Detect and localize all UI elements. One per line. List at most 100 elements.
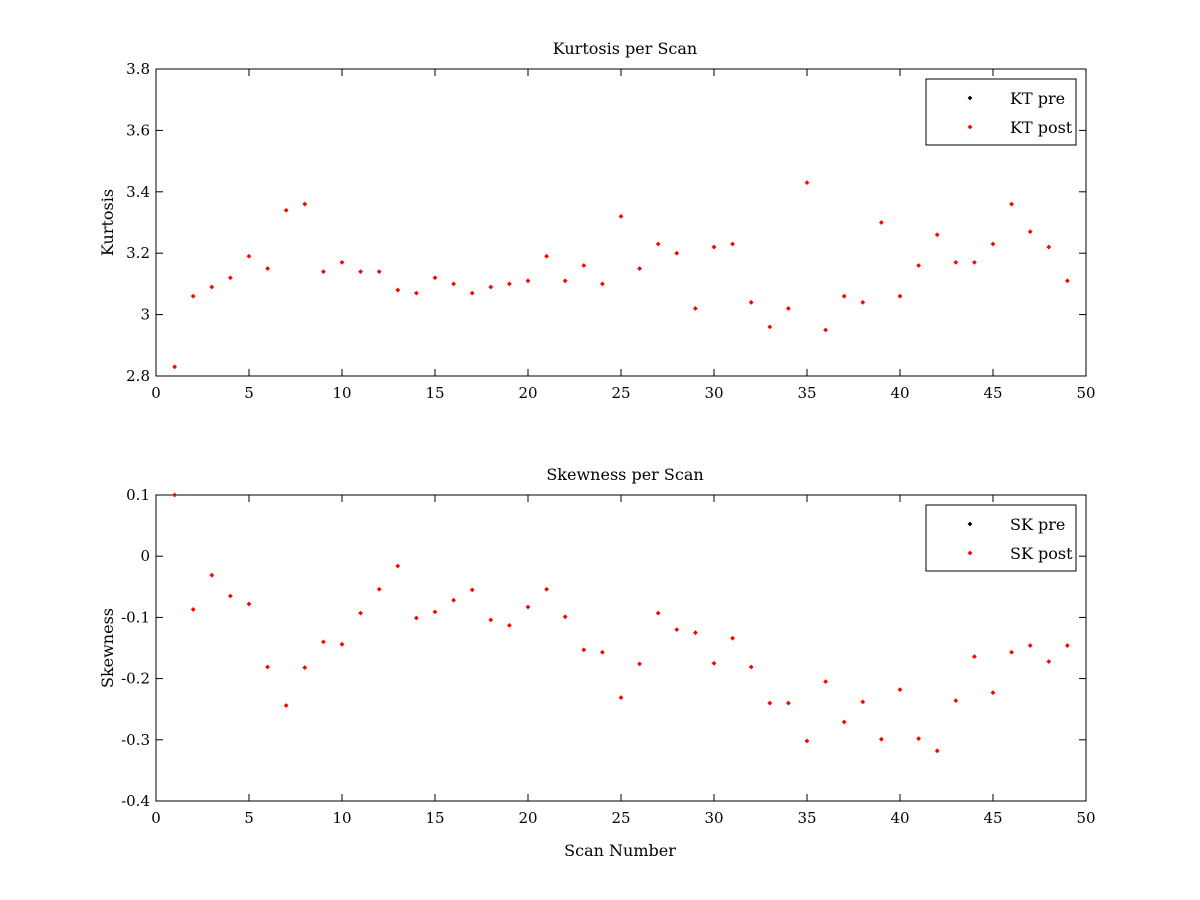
kurtosis-data-point (674, 250, 680, 256)
kurtosis-legend: KT pre KT post (925, 78, 1077, 146)
skewness-data-point (600, 649, 605, 655)
skewness-data-point (172, 492, 177, 498)
kurtosis-x-tick-label: 10 (332, 384, 351, 402)
kurtosis-data-point (190, 293, 196, 299)
skewness-y-tick-label: -0.3 (121, 731, 150, 749)
kurtosis-data-point (990, 241, 996, 247)
kurtosis-data-point (600, 281, 605, 287)
kurtosis-data-point (414, 290, 419, 296)
skewness-x-tick-label: 5 (244, 809, 254, 827)
kurtosis-legend-marker (967, 124, 973, 130)
kurtosis-data-point (451, 281, 456, 287)
skewness-x-tick-label: 10 (332, 809, 351, 827)
skewness-legend-entry: SK post (1010, 544, 1073, 563)
skewness-data-point (730, 635, 735, 641)
skewness-x-tick-label: 20 (518, 809, 537, 827)
skewness-data-point (637, 661, 642, 667)
skewness-x-tick-label: 30 (704, 809, 723, 827)
skewness-chart-title: Skewness per Scan (546, 465, 703, 484)
kurtosis-data-point (469, 290, 475, 296)
kurtosis-data-point (804, 180, 810, 185)
skewness-data-point (897, 687, 903, 693)
kurtosis-data-point (321, 269, 326, 275)
kurtosis-data-point (562, 278, 568, 284)
skewness-series-1 (172, 492, 1070, 754)
skewness-data-point (990, 690, 996, 696)
kurtosis-data-point (972, 260, 977, 265)
skewness-x-tick-label: 45 (983, 809, 1002, 827)
kurtosis-data-point (655, 241, 661, 247)
skewness-x-tick-label: 50 (1076, 809, 1095, 827)
skewness-data-point (562, 614, 568, 620)
skewness-data-point (544, 586, 549, 592)
skewness-data-point (190, 607, 196, 612)
skewness-data-point (786, 700, 791, 706)
kurtosis-data-point (953, 260, 959, 265)
skewness-data-point (916, 736, 921, 741)
skewness-data-point (488, 617, 494, 623)
skewness-data-point (451, 597, 456, 603)
kurtosis-data-point (637, 266, 642, 271)
skewness-data-point (525, 604, 531, 610)
kurtosis-x-tick-label: 20 (518, 384, 537, 402)
skewness-data-point (283, 703, 289, 708)
kurtosis-data-point (246, 253, 252, 259)
skewness-x-tick-label: 15 (425, 809, 444, 827)
kurtosis-data-point (916, 263, 921, 268)
skewness-data-point (655, 610, 661, 616)
skewness-x-tick-label: 25 (611, 809, 630, 827)
skewness-data-point (321, 639, 326, 645)
kurtosis-data-point (283, 207, 289, 213)
skewness-data-point (395, 563, 401, 569)
skewness-y-tick-label: 0 (140, 547, 150, 565)
skewness-data-point (376, 586, 382, 592)
skewness-legend-box (925, 504, 1077, 572)
skewness-data-point (972, 654, 977, 659)
kurtosis-data-point (897, 293, 903, 299)
kurtosis-x-tick-label: 15 (425, 384, 444, 402)
kurtosis-x-tick-label: 0 (151, 384, 161, 402)
kurtosis-legend-entry: KT post (1010, 118, 1073, 137)
skewness-data-point (469, 587, 475, 593)
skewness-data-point (804, 738, 810, 744)
skewness-x-tick-label: 0 (151, 809, 161, 827)
skewness-data-point (767, 700, 773, 706)
kurtosis-data-point (711, 244, 717, 250)
kurtosis-y-axis-label: Kurtosis (98, 189, 117, 256)
skewness-data-point (358, 610, 363, 616)
kurtosis-y-tick-label: 3.4 (126, 183, 150, 201)
kurtosis-x-tick-label: 25 (611, 384, 630, 402)
skewness-data-point (841, 719, 847, 725)
kurtosis-data-point (358, 269, 363, 275)
skewness-data-point (953, 698, 959, 704)
skewness-data-point (339, 641, 345, 647)
kurtosis-x-tick-label: 45 (983, 384, 1002, 402)
kurtosis-y-tick-label: 3.6 (126, 121, 150, 139)
skewness-panel: 0 5 10 15 20 25 30 35 40 45 50 -0.4 -0.3 -0.2 -0.1 0 0.1… (98, 465, 1096, 860)
kurtosis-legend-marker (967, 95, 973, 101)
kurtosis-x-tick-label: 5 (244, 384, 254, 402)
skewness-data-point (209, 572, 215, 578)
kurtosis-data-point (748, 299, 754, 305)
kurtosis-data-point (525, 278, 531, 284)
skewness-data-point (228, 593, 233, 599)
kurtosis-data-point (1065, 278, 1070, 284)
kurtosis-chart-title: Kurtosis per Scan (553, 39, 697, 58)
kurtosis-series-1 (172, 180, 1070, 370)
kurtosis-x-tick-label: 40 (890, 384, 909, 402)
skewness-data-point (711, 660, 717, 666)
kurtosis-y-tick-label: 3.8 (126, 60, 150, 78)
kurtosis-data-point (786, 306, 791, 311)
skewness-data-point (507, 622, 512, 628)
skewness-y-tick-label: -0.2 (121, 670, 150, 688)
skewness-x-tick-label: 40 (890, 809, 909, 827)
kurtosis-y-tick-label: 3.2 (126, 244, 150, 262)
skewness-data-point (432, 609, 438, 615)
skewness-data-point (1065, 643, 1070, 648)
kurtosis-data-point (432, 275, 438, 281)
kurtosis-data-point (209, 284, 215, 290)
kurtosis-data-point (860, 299, 866, 305)
skewness-data-point (879, 736, 884, 742)
